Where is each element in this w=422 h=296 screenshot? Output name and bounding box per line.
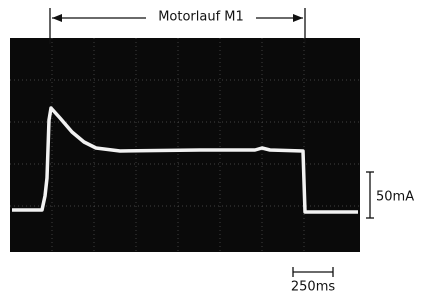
current-scale-label: 50mA bbox=[376, 190, 414, 205]
time-scale-label: 250ms bbox=[291, 280, 335, 295]
oscillogram: Motorlauf M1 50mA 250ms bbox=[0, 0, 422, 296]
duration-label: Motorlauf M1 bbox=[158, 10, 244, 25]
scope-screen bbox=[10, 38, 360, 252]
